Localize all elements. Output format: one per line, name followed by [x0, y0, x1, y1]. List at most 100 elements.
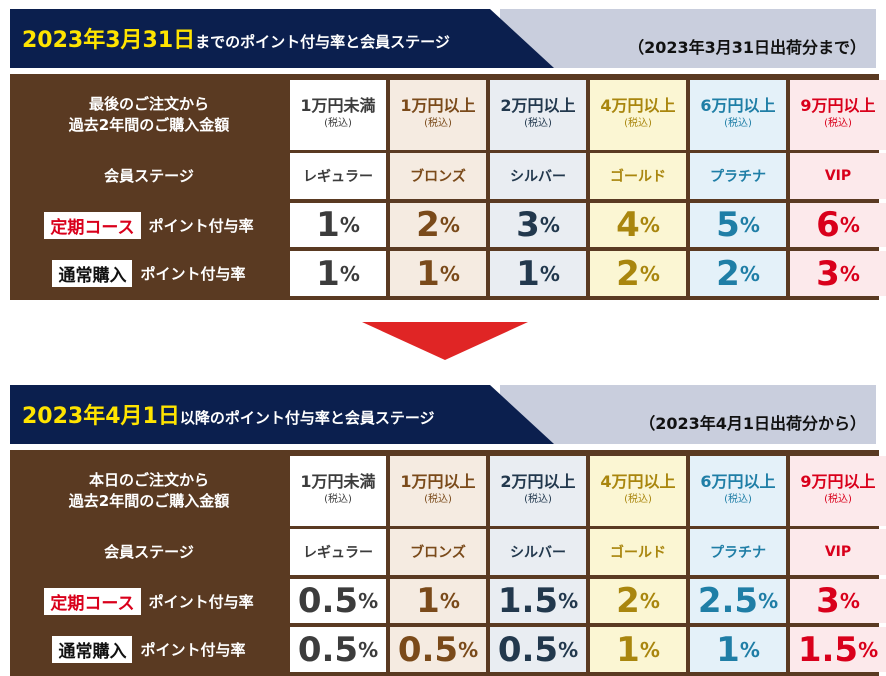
percent-sign: %	[439, 589, 460, 613]
tax-included-note: (税込)	[524, 118, 552, 129]
percent-sign: %	[639, 637, 660, 662]
percent-sign: %	[639, 213, 660, 237]
point-rate-value: 0.5	[297, 629, 359, 670]
point-rate: 3%	[490, 203, 586, 247]
point-rate: 3%	[790, 579, 886, 623]
tier-amount-value: 2万円以上	[500, 96, 576, 115]
tier-amount-value: 4万円以上	[600, 472, 676, 491]
tier-stage: ゴールド	[590, 153, 686, 199]
point-rate-value: 3	[816, 581, 840, 621]
amount-label-line: 本日のご注文から	[88, 471, 209, 489]
point-rate-value: 2	[616, 581, 640, 621]
points-section: 2023年3月31日までのポイント付与率と会員ステージ （2023年3月31日出荷…	[0, 0, 886, 300]
purchase-type-tag: 通常購入	[52, 636, 133, 663]
tier-stage: レギュラー	[290, 529, 386, 575]
title-date: 2023年4月1日	[22, 404, 180, 429]
amount-label: 本日のご注文から過去2年間のご購入金額	[10, 456, 288, 526]
banner-background	[500, 9, 876, 68]
tier-amount: 1万円未満 (税込)	[290, 80, 386, 150]
point-rate-value: 1	[416, 253, 440, 294]
point-rate: 2%	[590, 579, 686, 623]
point-rate-value: 0.5	[497, 629, 559, 670]
tier-stage: レギュラー	[290, 153, 386, 199]
rate-label: ポイント付与率	[140, 641, 246, 659]
rate-label: ポイント付与率	[140, 265, 246, 283]
tier-stage: プラチナ	[690, 153, 786, 199]
tax-included-note: (税込)	[324, 494, 352, 505]
percent-sign: %	[339, 261, 360, 286]
amount-label-line: 最後のご注文から	[88, 95, 209, 113]
tier-amount-value: 9万円以上	[800, 96, 876, 115]
tax-included-note: (税込)	[524, 494, 552, 505]
rate-row-label: 通常購入 ポイント付与率	[10, 627, 288, 672]
point-rate-value: 0.5	[397, 629, 459, 670]
point-rate-value: 2	[616, 253, 640, 294]
point-rate-value: 1	[516, 253, 540, 294]
point-rate-value: 1	[316, 205, 340, 245]
title-text: までのポイント付与率と会員ステージ	[195, 33, 450, 51]
percent-sign: %	[358, 637, 379, 662]
point-rate: 2%	[390, 203, 486, 247]
percent-sign: %	[539, 213, 560, 237]
percent-sign: %	[739, 637, 760, 662]
percent-sign: %	[539, 261, 560, 286]
title-text: 以降のポイント付与率と会員ステージ	[179, 409, 435, 427]
point-rate-value: 3	[516, 205, 540, 245]
title-date: 2023年3月31日	[22, 28, 196, 53]
tier-amount-value: 1万円以上	[400, 472, 476, 491]
banner-title-band	[10, 385, 554, 444]
tier-amount-value: 2万円以上	[500, 472, 576, 491]
rate-row-label: 通常購入 ポイント付与率	[10, 251, 288, 296]
tier-amount: 1万円以上 (税込)	[390, 456, 486, 526]
tier-amount-value: 6万円以上	[700, 472, 776, 491]
point-rate-value: 1	[316, 253, 340, 294]
section-title: 2023年4月1日以降のポイント付与率と会員ステージ	[22, 398, 435, 430]
section-title: 2023年3月31日までのポイント付与率と会員ステージ	[22, 22, 450, 54]
point-rate-value: 6	[816, 205, 840, 245]
percent-sign: %	[739, 213, 760, 237]
point-rate: 3%	[790, 251, 886, 296]
percent-sign: %	[839, 261, 860, 286]
point-rate-value: 0.5	[297, 581, 359, 621]
section-banner: 2023年3月31日までのポイント付与率と会員ステージ （2023年3月31日出荷…	[0, 0, 886, 68]
tax-included-note: (税込)	[424, 118, 452, 129]
point-rate-value: 1	[416, 581, 440, 621]
point-rate-value: 1.5	[497, 581, 559, 621]
point-rate-value: 2	[716, 253, 740, 294]
percent-sign: %	[358, 589, 379, 613]
percent-sign: %	[758, 589, 779, 613]
percent-sign: %	[639, 589, 660, 613]
tier-stage: ブロンズ	[390, 529, 486, 575]
tier-stage: VIP	[790, 153, 886, 199]
percent-sign: %	[639, 261, 660, 286]
rate-row-label: 定期コース ポイント付与率	[10, 203, 288, 247]
point-rate: 1%	[390, 251, 486, 296]
percent-sign: %	[839, 589, 860, 613]
percent-sign: %	[858, 637, 879, 662]
percent-sign: %	[839, 213, 860, 237]
tier-amount-value: 4万円以上	[600, 96, 676, 115]
percent-sign: %	[558, 637, 579, 662]
tier-stage: ブロンズ	[390, 153, 486, 199]
point-rate: 0.5%	[490, 627, 586, 672]
tier-amount: 4万円以上 (税込)	[590, 456, 686, 526]
banner-title-band	[10, 9, 554, 68]
point-rate: 1%	[290, 203, 386, 247]
point-rate-value: 1.5	[797, 629, 859, 670]
tier-amount-value: 6万円以上	[700, 96, 776, 115]
amount-label-line: 過去2年間のご購入金額	[68, 116, 230, 134]
tier-amount: 9万円以上 (税込)	[790, 80, 886, 150]
tier-stage: VIP	[790, 529, 886, 575]
percent-sign: %	[739, 261, 760, 286]
stage-label: 会員ステージ	[104, 166, 194, 185]
amount-label-line: 過去2年間のご購入金額	[68, 492, 230, 510]
shipping-note: （2023年4月1日出荷分から）	[639, 414, 866, 433]
points-table: 本日のご注文から 過去2年間のご購入金額 会員ステージ 定期コース ポイント付与率 通常購…	[10, 450, 886, 676]
point-rate: 1%	[390, 579, 486, 623]
point-rate-value: 3	[816, 253, 840, 294]
point-rate: 1.5%	[790, 627, 886, 672]
point-rate-value: 5	[716, 205, 740, 245]
percent-sign: %	[339, 213, 360, 237]
rate-label: ポイント付与率	[148, 216, 254, 235]
point-rate: 0.5%	[290, 627, 386, 672]
